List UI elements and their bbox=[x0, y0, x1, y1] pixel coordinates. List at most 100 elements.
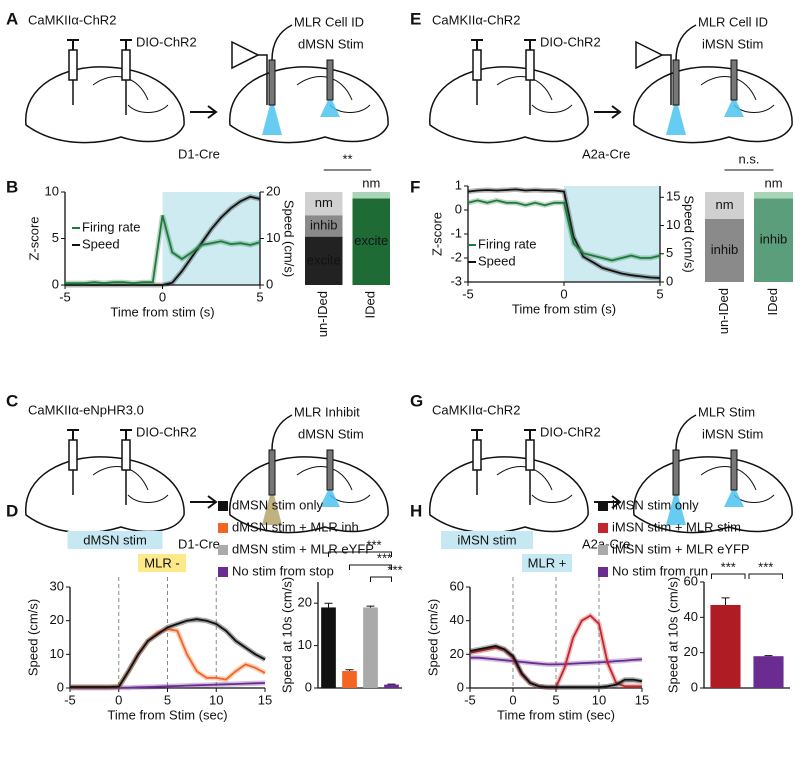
bar bbox=[363, 607, 378, 688]
fiber bbox=[326, 59, 334, 101]
legend-label: Firing rate bbox=[82, 219, 141, 234]
y2-axis-label: Speed (cm/s) bbox=[282, 200, 297, 277]
y-tick-label: 40 bbox=[450, 612, 464, 627]
segment-label: nm bbox=[764, 175, 782, 190]
syringe bbox=[121, 49, 131, 81]
significance-label: *** bbox=[366, 537, 381, 552]
segment-label: nm bbox=[362, 175, 380, 190]
fiber bbox=[268, 449, 276, 496]
virus-label: CaMKIIα-eNpHR3.0 bbox=[28, 402, 144, 417]
electrode bbox=[231, 40, 260, 70]
y-axis-label: Speed at 10s (cm/s) bbox=[665, 577, 680, 693]
y-tick-label: 0 bbox=[455, 201, 462, 216]
brain-detail bbox=[92, 76, 169, 113]
x-axis-label: Time from stim (s) bbox=[110, 304, 214, 319]
legend-swatch bbox=[218, 523, 228, 533]
stim-band-label: MLR + bbox=[528, 555, 567, 570]
y-tick-label: 20 bbox=[450, 646, 464, 661]
x-tick-label: un-IDed bbox=[315, 291, 330, 337]
x-tick-label: 5 bbox=[256, 289, 263, 304]
x-axis-label: Time from stim (sec) bbox=[497, 707, 615, 722]
y-tick-label: 20 bbox=[50, 612, 64, 627]
segment-label: inhib bbox=[310, 217, 337, 232]
significance-bracket bbox=[748, 573, 783, 579]
y-tick-label: 20 bbox=[298, 595, 312, 610]
fiber bbox=[730, 59, 738, 101]
panel-label: B bbox=[6, 177, 18, 196]
fiber bbox=[730, 449, 738, 491]
y-tick-label: 0 bbox=[305, 679, 312, 694]
y-axis-label: Z-score bbox=[26, 216, 41, 260]
bar-segment bbox=[705, 192, 744, 219]
legend-label: No stim from stop bbox=[232, 563, 334, 578]
x-tick-label: 15 bbox=[635, 692, 649, 707]
legend-label: dMSN stim + MLR inh bbox=[232, 519, 359, 534]
y-tick-label: 10 bbox=[298, 637, 312, 652]
panel-label: F bbox=[410, 177, 420, 196]
y2-tick-label: 0 bbox=[666, 273, 673, 288]
probe-label: MLR Stim bbox=[698, 404, 755, 419]
stim-shade bbox=[162, 192, 260, 285]
y-tick-label: 0 bbox=[57, 679, 64, 694]
panel-label: A bbox=[6, 9, 18, 28]
error-bar bbox=[345, 669, 354, 672]
x-tick-label: 5 bbox=[552, 692, 559, 707]
panel-label: G bbox=[410, 391, 423, 410]
syringe bbox=[68, 49, 78, 81]
y2-tick-label: 5 bbox=[666, 245, 673, 260]
brain bbox=[229, 456, 389, 534]
light-cone bbox=[666, 105, 686, 135]
panel-label: D bbox=[6, 501, 18, 520]
probe-label: MLR Cell ID bbox=[698, 14, 768, 29]
bar bbox=[710, 604, 741, 688]
segment-label: inhib bbox=[760, 232, 787, 247]
stim-band bbox=[522, 554, 572, 572]
y-tick-label: 40 bbox=[684, 609, 698, 624]
syringe bbox=[121, 439, 131, 471]
significance-label: *** bbox=[758, 559, 773, 574]
x-tick-label: -5 bbox=[464, 692, 476, 707]
arrow bbox=[190, 105, 218, 119]
legend-swatch bbox=[218, 501, 228, 511]
legend-label: dMSN stim only bbox=[232, 497, 324, 512]
brain bbox=[429, 66, 589, 144]
legend-label: Speed bbox=[82, 236, 120, 251]
bar-segment bbox=[305, 192, 343, 216]
probe-label: MLR Inhibit bbox=[294, 404, 360, 419]
legend-swatch bbox=[218, 567, 228, 577]
virus-label: DIO-ChR2 bbox=[540, 424, 601, 439]
fiber-cable bbox=[271, 414, 293, 451]
significance-label: *** bbox=[721, 559, 736, 574]
fiber-cable bbox=[271, 24, 293, 61]
y2-tick-label: 10 bbox=[666, 217, 680, 232]
syringe bbox=[68, 439, 78, 471]
stim-label: iMSN Stim bbox=[702, 426, 763, 441]
significance-bracket bbox=[370, 576, 392, 582]
y2-tick-label: 15 bbox=[666, 189, 680, 204]
syringe bbox=[472, 49, 482, 81]
segment-label: nm bbox=[715, 197, 733, 212]
mouse-label: D1-Cre bbox=[178, 536, 220, 551]
x-tick-label: 0 bbox=[115, 692, 122, 707]
panel-label: C bbox=[6, 391, 18, 410]
legend-swatch bbox=[598, 545, 608, 555]
x-tick-label: 5 bbox=[164, 692, 171, 707]
legend-swatch bbox=[218, 545, 228, 555]
y2-tick-label: 20 bbox=[266, 183, 280, 198]
syringe bbox=[472, 439, 482, 471]
significance-label: *** bbox=[377, 550, 392, 565]
segment-label: nm bbox=[315, 195, 333, 210]
bar bbox=[753, 656, 784, 688]
panel-label: H bbox=[410, 501, 422, 520]
legend-swatch bbox=[598, 523, 608, 533]
brain bbox=[229, 66, 389, 144]
electrode bbox=[635, 40, 664, 70]
y-tick-label: 10 bbox=[45, 183, 59, 198]
electrode-wire bbox=[258, 54, 268, 105]
light-cone bbox=[320, 490, 340, 507]
bar bbox=[342, 671, 357, 688]
segment-label: inhib bbox=[711, 242, 738, 257]
virus-label: CaMKIIα-ChR2 bbox=[432, 12, 520, 27]
significance-label: n.s. bbox=[739, 151, 760, 166]
